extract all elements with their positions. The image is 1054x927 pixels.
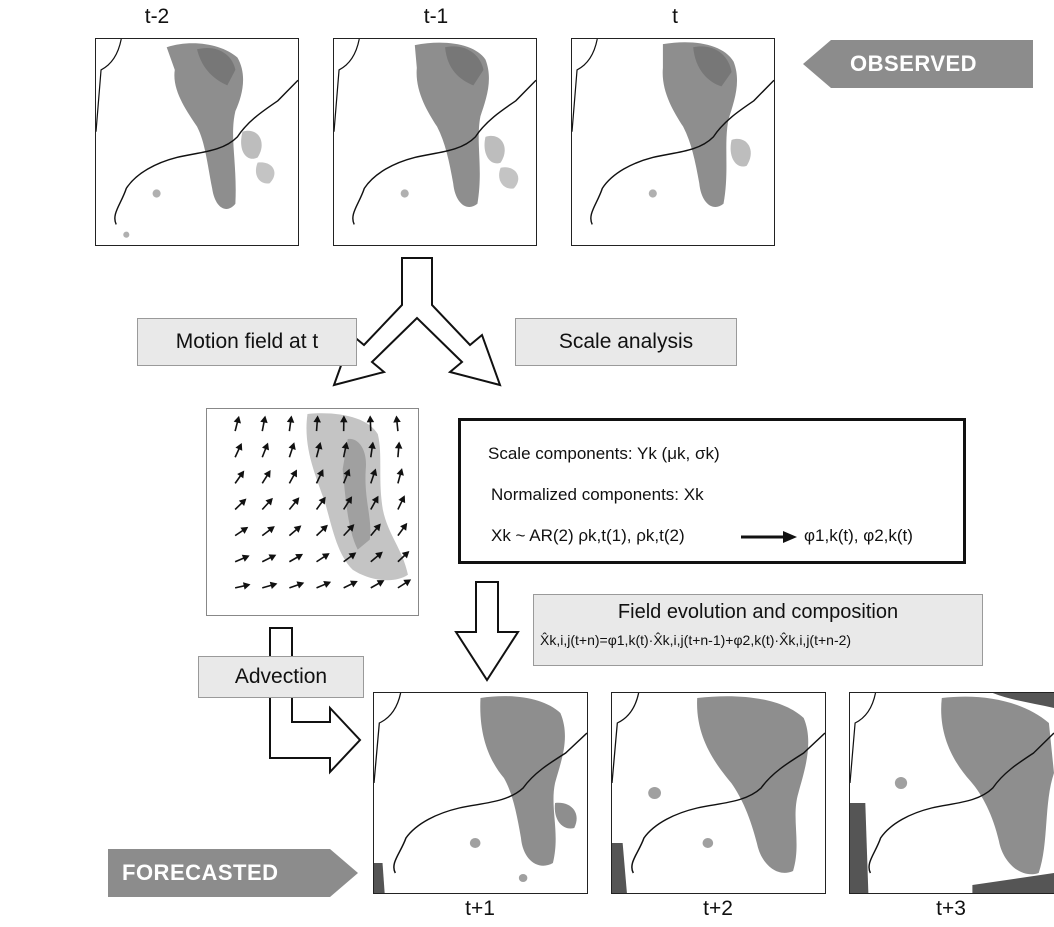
motion-vector-head [265, 497, 273, 506]
phi-coefficients-line: φ1,k(t), φ2,k(t) [804, 526, 913, 545]
field-evolution-box: Field evolution and composition X̂k,i,j(… [533, 594, 983, 666]
label-t-plus-1: t+1 [465, 897, 495, 920]
ar2-line: Xk ~ AR(2) ρk,t(1), ρk,t(2) [491, 526, 685, 545]
motion-vector-head [292, 497, 300, 505]
forecasted-badge: FORECASTED [108, 849, 358, 897]
motion-vector-head [398, 495, 406, 504]
motion-vector-head [263, 470, 271, 478]
motion-vector-head [394, 441, 403, 449]
forecasted-badge-label: FORECASTED [122, 860, 279, 885]
scale-analysis-box: Scale analysis [515, 318, 737, 366]
motion-vector-head [295, 553, 304, 561]
motion-field-map [206, 408, 419, 616]
motion-vector-head [349, 580, 358, 588]
normalized-components-line: Normalized components: Xk [491, 485, 704, 504]
motion-vector-head [345, 496, 353, 505]
motion-vector-head [341, 441, 350, 450]
scale-components-box: Scale components: Yk (μk, σk) Normalized… [458, 418, 966, 564]
motion-vector-head [290, 469, 297, 478]
scale-analysis-label: Scale analysis [558, 330, 694, 353]
label-t-minus-2: t-2 [144, 5, 170, 28]
motion-vector-head [262, 442, 270, 451]
motion-vector-field-icon [233, 413, 412, 590]
scale-components-line: Scale components: Yk (μk, σk) [488, 444, 720, 463]
motion-vector-head [368, 441, 376, 449]
motion-vector-head [346, 524, 355, 532]
motion-vector-head [315, 442, 323, 450]
motion-vector-head [371, 495, 379, 504]
motion-vector-head [237, 470, 245, 479]
motion-vector-head [393, 415, 401, 423]
advection-box: Advection [198, 656, 364, 698]
motion-vector-head [267, 526, 275, 534]
motion-field-label: Motion field at t [175, 330, 319, 353]
motion-vector-head [340, 415, 348, 423]
motion-vector-head [241, 554, 250, 562]
radar-map-image [572, 39, 774, 225]
motion-vector-head [268, 554, 277, 562]
label-t-plus-2: t+2 [703, 897, 733, 920]
observed-badge: OBSERVED [803, 40, 1033, 88]
radar-map-image [374, 693, 587, 893]
motion-vector-head [296, 581, 305, 589]
motion-field-box: Motion field at t [137, 318, 357, 366]
motion-vector-head [288, 442, 296, 450]
motion-vector-head [373, 523, 381, 532]
split-arrow [332, 257, 502, 387]
motion-vector-head [242, 582, 251, 590]
label-t-plus-3: t+3 [936, 897, 966, 920]
radar-map-t-minus-2 [95, 38, 299, 246]
motion-vector-head [396, 468, 404, 476]
radar-map-t [571, 38, 775, 246]
motion-vector-head [238, 498, 247, 507]
motion-vector-head [233, 415, 241, 424]
motion-vector-head [293, 525, 302, 533]
motion-vector-head [318, 496, 326, 505]
radar-map-t-minus-1 [333, 38, 537, 246]
motion-vector-head [286, 415, 295, 423]
motion-vector-head [370, 468, 378, 477]
motion-vector-head [403, 579, 412, 587]
label-t: t [672, 5, 678, 28]
advection-label: Advection [234, 665, 328, 688]
motion-vector-head [366, 415, 375, 423]
motion-vector-head [400, 522, 408, 531]
implies-arrow-icon [741, 531, 797, 543]
label-t-minus-1: t-1 [423, 5, 449, 28]
motion-vector-head [323, 580, 332, 588]
radar-map-image [850, 693, 1054, 893]
motion-vector-head [313, 415, 321, 423]
motion-vector-head [320, 524, 328, 533]
forecast-map-t-plus-3 [849, 692, 1054, 894]
badge-arrow-shape [108, 849, 358, 897]
field-evolution-formula: X̂k,i,j(t+n)=φ1,k(t)·X̂k,i,j(t+n-1)+φ2,k… [540, 632, 852, 648]
motion-vector-head [376, 580, 385, 587]
motion-vector-head [240, 526, 249, 534]
motion-vector-head [348, 552, 357, 560]
motion-vector-head [235, 442, 243, 451]
observed-badge-label: OBSERVED [850, 51, 978, 76]
motion-vector-head [269, 581, 278, 590]
field-evolution-title: Field evolution and composition [617, 601, 899, 623]
motion-vector-head [260, 415, 268, 424]
badge-arrow-shape [803, 40, 1033, 88]
radar-map-image [96, 39, 298, 238]
motion-vector-head [321, 553, 330, 561]
forecast-map-t-plus-2 [611, 692, 826, 894]
forecast-map-t-plus-1 [373, 692, 588, 894]
advection-arrow [269, 627, 362, 775]
down-arrow [454, 581, 520, 682]
motion-vector-head [375, 551, 383, 559]
motion-vector-head [401, 550, 410, 559]
motion-vector-head [316, 469, 324, 477]
radar-map-image [612, 693, 825, 893]
radar-map-image [334, 39, 536, 225]
motion-vector-head [343, 468, 351, 477]
